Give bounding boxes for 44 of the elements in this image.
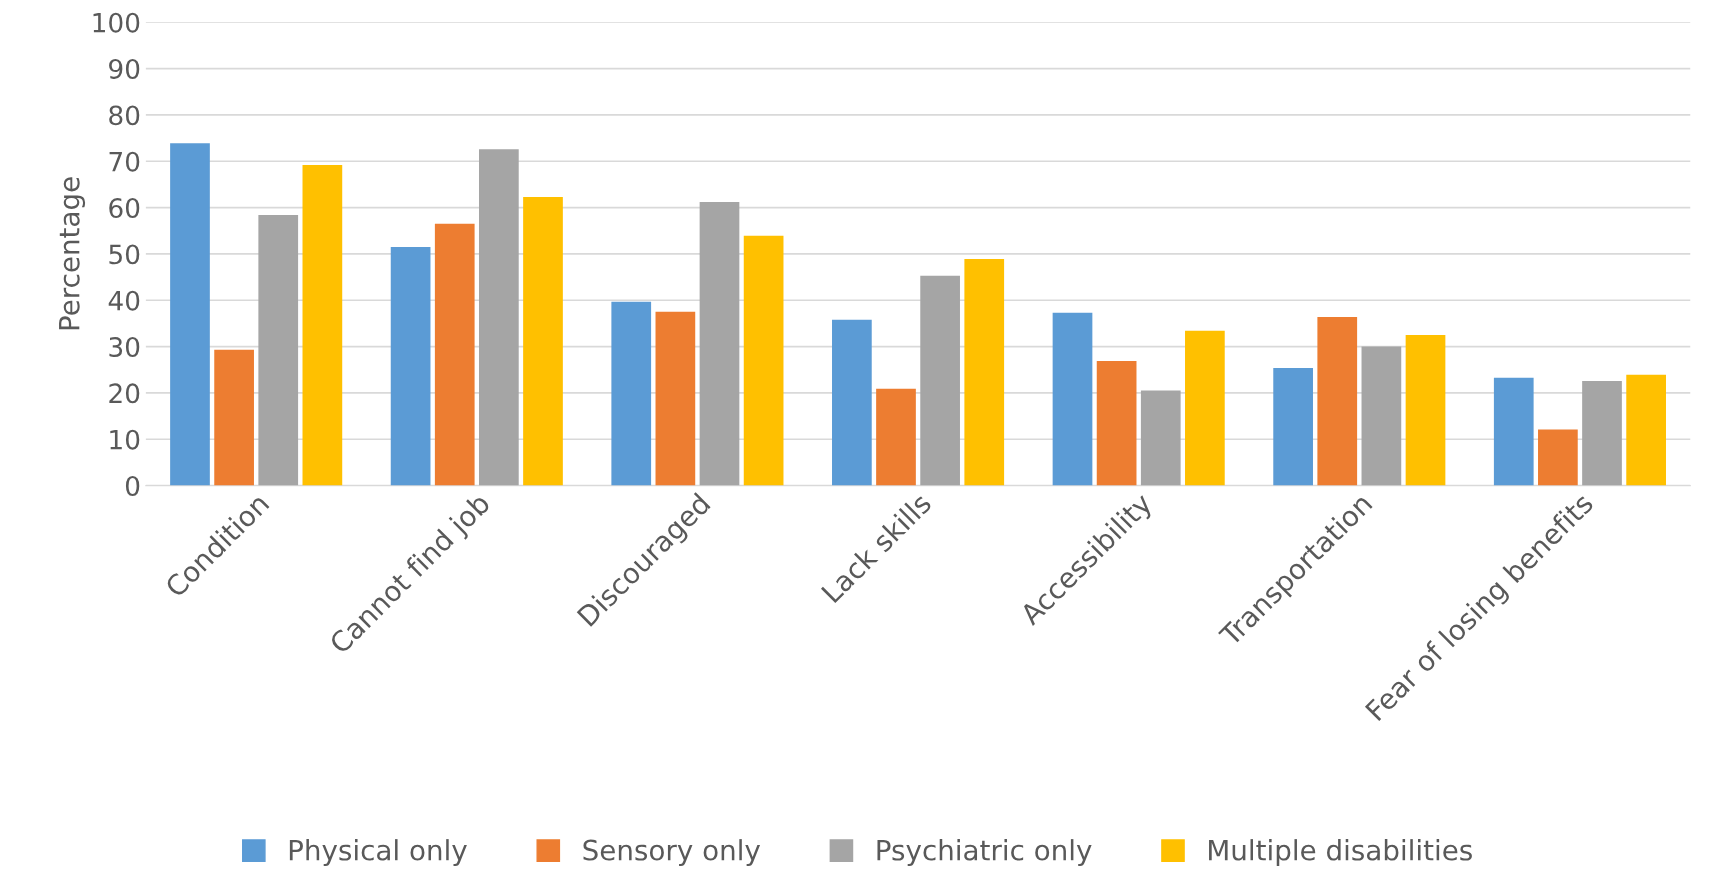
bar [1140, 390, 1181, 486]
bar [1273, 367, 1313, 486]
bar [479, 149, 519, 486]
bar [1538, 429, 1578, 486]
bar [214, 349, 254, 486]
y-axis-title: Percentage [59, 177, 86, 330]
bar [1493, 377, 1534, 486]
legend-label: Physical only [289, 839, 467, 866]
bar [920, 275, 960, 486]
bar [1317, 316, 1358, 486]
bar [964, 259, 1005, 486]
bar [390, 246, 431, 486]
bar [434, 223, 475, 486]
y-tick-label: 80 [109, 105, 140, 126]
bar [170, 143, 210, 486]
bar [1096, 360, 1137, 486]
legend-label: Psychiatric only [877, 839, 1092, 866]
y-tick-label: 70 [109, 151, 140, 172]
y-tick-label: 100 [93, 12, 140, 33]
y-tick-label: 50 [109, 244, 140, 265]
bar [1361, 346, 1402, 486]
y-tick-label: 40 [108, 290, 140, 311]
legend-label: Sensory only [583, 839, 761, 866]
bar [655, 311, 696, 486]
bar [743, 235, 784, 486]
y-tick-label: 30 [109, 337, 140, 357]
bar [1405, 335, 1446, 486]
bar [832, 319, 872, 486]
bar [611, 301, 652, 486]
y-tick-label: 10 [110, 429, 140, 450]
bar [1582, 380, 1622, 486]
bar [258, 215, 299, 486]
bar [1626, 374, 1666, 486]
y-tick-label: 60 [109, 198, 140, 218]
bar [699, 202, 740, 486]
bar [302, 164, 343, 486]
bar [523, 196, 563, 486]
y-tick-label: 90 [109, 59, 140, 80]
legend-label: Multiple disabilities [1209, 839, 1472, 866]
y-tick-label: 0 [125, 476, 140, 496]
bar [1185, 330, 1225, 486]
bar [1052, 312, 1093, 486]
bar [876, 388, 916, 486]
y-tick-label: 20 [109, 383, 140, 404]
